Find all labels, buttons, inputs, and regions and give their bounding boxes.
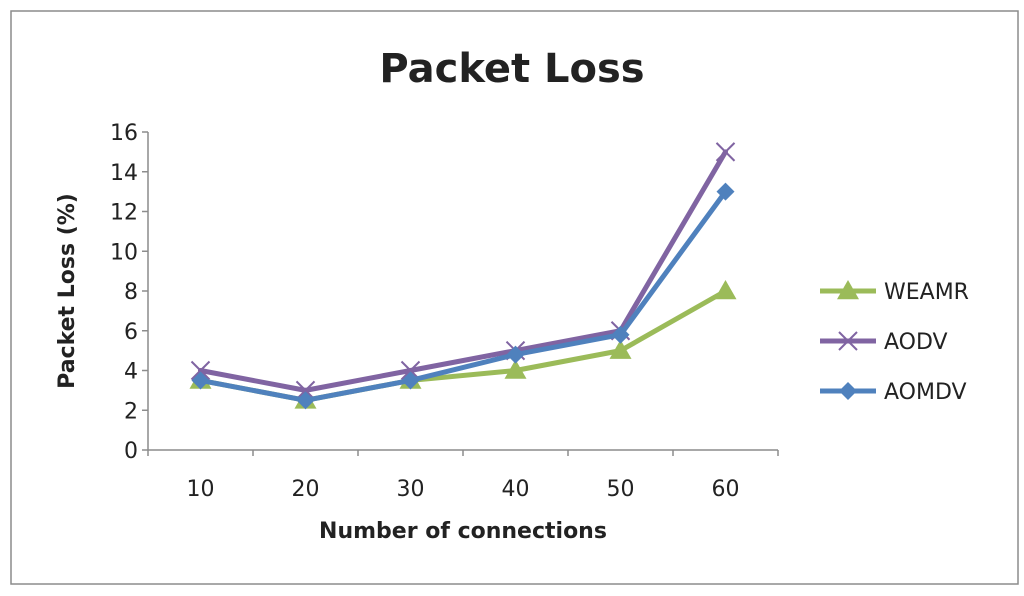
legend-label-aodv: AODV	[884, 330, 948, 355]
x-tick-label: 20	[292, 477, 320, 502]
chart-title: Packet Loss	[379, 46, 644, 92]
series-line-aomdv	[198, 189, 728, 403]
x-tick-label: 40	[502, 477, 530, 502]
y-tick-label: 6	[124, 320, 138, 345]
plot-area: 0 2 4 6 8 10 12 14 16 10 20 30 40 50 60	[110, 121, 779, 502]
x-tick-label: 10	[187, 477, 215, 502]
data-point-weamr	[609, 339, 632, 359]
y-axis-label: Packet Loss (%)	[55, 193, 80, 389]
data-point-aodv	[715, 142, 736, 162]
data-point-aomdv	[506, 345, 525, 364]
y-tick-label: 10	[110, 240, 138, 265]
data-point-aodv	[295, 380, 316, 401]
y-tick-label: 16	[110, 121, 138, 146]
data-point-aomdv	[191, 371, 210, 390]
y-tick-label: 0	[124, 439, 138, 464]
y-tick-label: 12	[110, 201, 138, 226]
y-tick-label: 2	[124, 399, 138, 424]
legend-marker-weamr	[837, 280, 859, 300]
x-tick-label: 60	[712, 477, 740, 502]
data-point-aomdv	[401, 371, 420, 390]
data-point-aodv	[190, 360, 211, 381]
x-tick-label: 50	[607, 477, 635, 502]
data-point-aomdv	[716, 182, 735, 201]
series-line-aodv	[198, 149, 728, 393]
legend-marker-aodv	[838, 331, 858, 351]
legend: WEAMR AODV AOMDV	[820, 280, 969, 405]
data-point-weamr	[504, 359, 527, 379]
legend-marker-aomdv	[839, 382, 857, 400]
legend-label-aomdv: AOMDV	[884, 380, 967, 405]
y-tick-label: 14	[110, 161, 138, 186]
x-axis-label: Number of connections	[319, 519, 607, 544]
legend-label-weamr: WEAMR	[884, 280, 969, 305]
data-point-weamr	[714, 280, 737, 300]
data-point-aomdv	[296, 391, 315, 410]
data-point-aomdv	[611, 325, 630, 344]
y-tick-label: 4	[124, 360, 138, 385]
x-tick-label: 30	[397, 477, 425, 502]
y-tick-label: 8	[124, 280, 138, 305]
